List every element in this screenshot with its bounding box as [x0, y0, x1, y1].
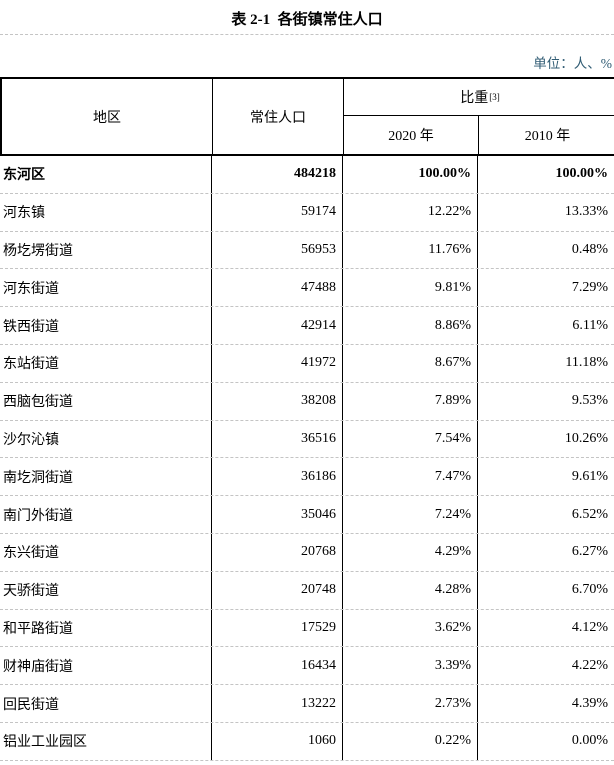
population-cell: 35046	[212, 496, 343, 533]
region-cell: 东站街道	[0, 344, 212, 382]
pct-2010-cell: 100.00%	[555, 166, 609, 182]
region-cell: 杨圪塄街道	[0, 231, 212, 269]
pct-2010-cell: 6.11%	[572, 317, 608, 333]
region-cell: 回民街道	[0, 685, 212, 722]
table-body: 东河区 484218 100.00% 100.00% 河东镇 59174 12.…	[0, 156, 614, 761]
table-row: 南圪洞街道 36186 7.47% 9.61%	[0, 458, 614, 497]
population-cell: 484218	[212, 156, 343, 193]
population-cell: 16434	[212, 647, 343, 685]
table-row: 天骄街道 20748 4.28% 6.70%	[0, 571, 614, 610]
population-cell: 20748	[212, 571, 343, 609]
population-cell: 47488	[212, 269, 343, 307]
pct-2010-cell: 0.48%	[571, 241, 608, 257]
pct-2010-cell: 9.53%	[571, 393, 608, 409]
region-cell: 河东街道	[0, 269, 212, 307]
pct-2010-cell: 4.22%	[571, 657, 608, 673]
table-row: 东站街道 41972 8.67% 11.18%	[0, 344, 614, 383]
header-proportion-footnote: [3]	[489, 91, 500, 102]
population-cell: 17529	[212, 609, 343, 647]
region-cell: 铁西街道	[0, 307, 212, 344]
pct-2020-cell: 9.81%	[343, 269, 478, 307]
region-cell: 河东镇	[0, 193, 212, 231]
table-row: 和平路街道 17529 3.62% 4.12%	[0, 609, 614, 648]
pct-2010-cell: 6.52%	[571, 506, 608, 522]
region-cell: 西脑包街道	[0, 382, 212, 420]
table-row: 沙尔沁镇 36516 7.54% 10.26%	[0, 420, 614, 459]
pct-2020-cell: 8.67%	[343, 344, 478, 382]
table-row: 南门外街道 35046 7.24% 6.52%	[0, 496, 614, 534]
region-cell: 铝业工业园区	[0, 722, 212, 760]
population-cell: 13222	[212, 685, 343, 722]
pct-2010-cell: 0.00%	[571, 733, 608, 749]
table-row: 回民街道 13222 2.73% 4.39%	[0, 685, 614, 723]
pct-2020-cell: 7.54%	[343, 420, 478, 458]
pct-2010-cell: 11.18%	[565, 355, 608, 371]
pct-2010-cell: 4.12%	[571, 619, 608, 635]
header-region: 地区	[2, 79, 213, 154]
table-row: 西脑包街道 38208 7.89% 9.53%	[0, 382, 614, 421]
region-cell: 和平路街道	[0, 609, 212, 647]
unit-label: 单位：人、%	[533, 56, 612, 71]
header-proportion: 比重 [3]	[344, 79, 614, 116]
pct-2010-cell: 7.29%	[571, 279, 608, 295]
pct-2020-cell: 4.28%	[343, 571, 478, 609]
population-cell: 56953	[212, 231, 343, 269]
header-population: 常住人口	[213, 79, 344, 154]
pct-2020-cell: 0.22%	[343, 722, 478, 760]
table-row-total: 东河区 484218 100.00% 100.00%	[0, 156, 614, 194]
table-header: 地区 常住人口 比重 [3] 2020 年 2010 年	[0, 79, 614, 156]
population-table: 地区 常住人口 比重 [3] 2020 年 2010 年 东河区 484218 1…	[0, 77, 614, 761]
pct-2020-cell: 11.76%	[343, 231, 478, 269]
table-row: 财神庙街道 16434 3.39% 4.22%	[0, 647, 614, 686]
region-cell: 东河区	[0, 156, 212, 193]
pct-2020-cell: 7.24%	[343, 496, 478, 533]
table-row: 杨圪塄街道 56953 11.76% 0.48%	[0, 231, 614, 270]
pct-2020-cell: 7.89%	[343, 382, 478, 420]
header-proportion-label: 比重	[460, 91, 489, 106]
population-cell: 42914	[212, 307, 343, 344]
table-row: 铝业工业园区 1060 0.22% 0.00%	[0, 722, 614, 761]
table-row: 铁西街道 42914 8.86% 6.11%	[0, 307, 614, 345]
pct-2020-cell: 4.29%	[343, 533, 478, 571]
table-row: 东兴街道 20768 4.29% 6.27%	[0, 533, 614, 572]
table-row: 河东街道 47488 9.81% 7.29%	[0, 269, 614, 308]
population-cell: 1060	[212, 722, 343, 760]
population-cell: 36516	[212, 420, 343, 458]
pct-2020-cell: 100.00%	[343, 156, 478, 193]
pct-2010-cell: 9.61%	[571, 468, 608, 484]
population-cell: 36186	[212, 458, 343, 496]
pct-2020-cell: 8.86%	[343, 307, 478, 344]
region-cell: 东兴街道	[0, 533, 212, 571]
pct-2010-cell: 4.39%	[571, 695, 608, 711]
pct-2020-cell: 3.62%	[343, 609, 478, 647]
pct-2010-cell: 10.26%	[564, 430, 608, 446]
pct-2010-cell: 6.70%	[571, 582, 608, 598]
population-cell: 20768	[212, 533, 343, 571]
region-cell: 天骄街道	[0, 571, 212, 609]
population-cell: 38208	[212, 382, 343, 420]
header-year-2010: 2010 年	[524, 129, 571, 144]
pct-2020-cell: 7.47%	[343, 458, 478, 496]
population-cell: 59174	[212, 193, 343, 231]
pct-2020-cell: 3.39%	[343, 647, 478, 685]
region-cell: 南门外街道	[0, 496, 212, 533]
table-row: 河东镇 59174 12.22% 13.33%	[0, 193, 614, 232]
page-title: 表 2-1 各街镇常住人口	[0, 0, 614, 35]
population-cell: 41972	[212, 344, 343, 382]
pct-2010-cell: 6.27%	[571, 544, 608, 560]
header-year-2020: 2020 年	[344, 116, 479, 154]
region-cell: 沙尔沁镇	[0, 420, 212, 458]
pct-2020-cell: 12.22%	[343, 193, 478, 231]
pct-2010-cell: 13.33%	[564, 204, 608, 220]
region-cell: 南圪洞街道	[0, 458, 212, 496]
region-cell: 财神庙街道	[0, 647, 212, 685]
pct-2020-cell: 2.73%	[343, 685, 478, 722]
